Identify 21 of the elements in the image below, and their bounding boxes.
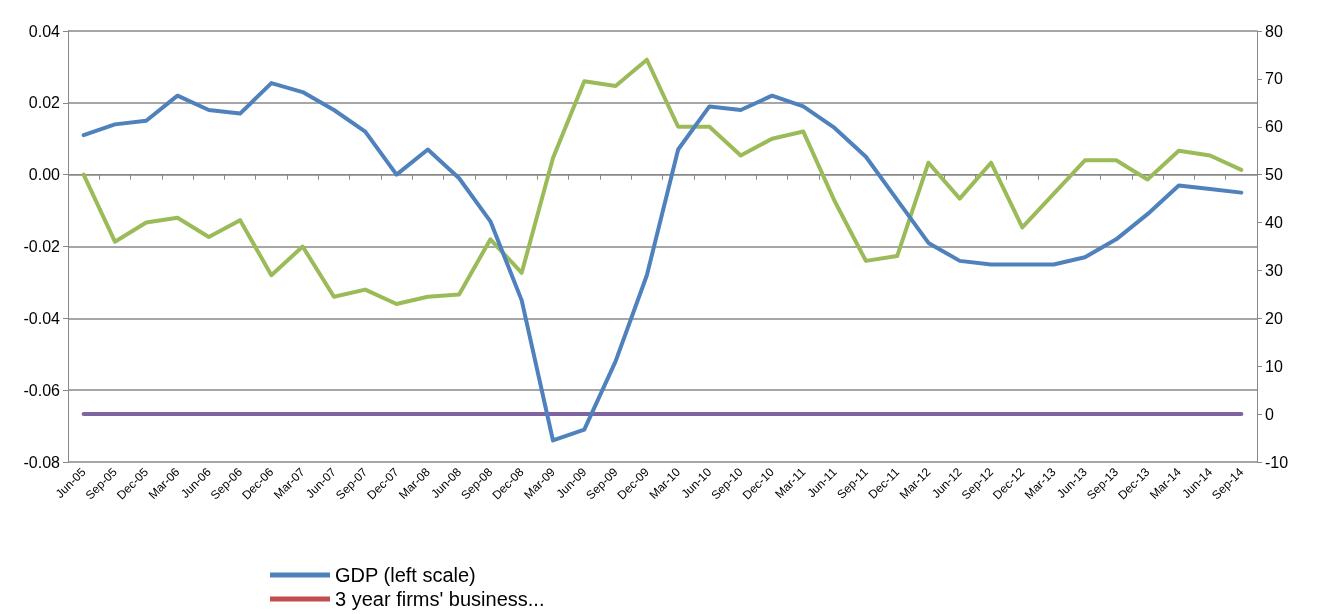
y2-tick-label: 60: [1265, 118, 1283, 136]
y-tick-label: 0.02: [28, 94, 61, 112]
y2-tick-label: 10: [1265, 357, 1283, 375]
y2-tick-label: 80: [1265, 22, 1283, 40]
y-tick-label: -0.04: [23, 309, 61, 327]
y-tick-label: -0.06: [23, 381, 61, 399]
y2-tick-label: -10: [1265, 453, 1289, 471]
y-tick-label: 0.04: [28, 22, 61, 40]
y-tick-label: 0.00: [28, 166, 61, 184]
y2-tick-label: 0: [1265, 405, 1274, 423]
y-tick-label: -0.02: [23, 238, 61, 255]
y2-tick-label: 30: [1265, 261, 1283, 279]
y2-tick-label: 70: [1265, 70, 1283, 88]
y2-tick-label: 40: [1265, 214, 1283, 232]
line-series: [81, 57, 1244, 306]
legend-label: GDP (left scale): [335, 564, 476, 586]
y-tick-label: -0.08: [23, 453, 61, 471]
y2-tick-label: 50: [1265, 166, 1283, 184]
legend-label: 3 year firms' business...: [335, 588, 545, 610]
line-series: [81, 81, 1244, 443]
y2-tick-label: 20: [1265, 309, 1283, 327]
